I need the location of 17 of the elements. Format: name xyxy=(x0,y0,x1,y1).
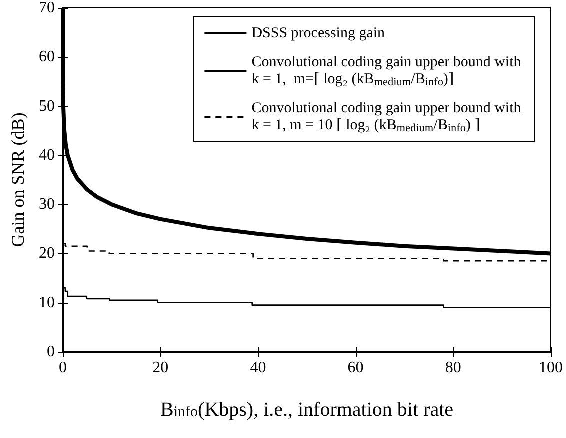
y-tick-label: 30 xyxy=(39,196,55,214)
y-tick-label: 20 xyxy=(39,245,55,262)
y-tick-label: 70 xyxy=(39,0,55,16)
x-tick-label: 100 xyxy=(539,360,563,376)
x-tick-label: 0 xyxy=(59,360,67,376)
y-tick-label: 40 xyxy=(39,146,55,164)
legend-label: DSSS processing gain xyxy=(252,26,386,42)
x-tick-label: 40 xyxy=(250,360,266,376)
x-tick-label: 80 xyxy=(445,360,462,376)
x-axis-title: Binfo(Kbps), i.e., information bit rate xyxy=(160,399,454,421)
y-tick-label: 60 xyxy=(39,48,55,66)
y-tick-label: 0 xyxy=(47,344,55,360)
x-tick-label: 60 xyxy=(348,360,364,376)
x-tick-label: 20 xyxy=(152,360,169,376)
y-tick-label: 50 xyxy=(39,98,55,115)
y-tick-label: 10 xyxy=(39,294,55,312)
y-axis-title: Gain on SNR (dB) xyxy=(8,112,28,248)
